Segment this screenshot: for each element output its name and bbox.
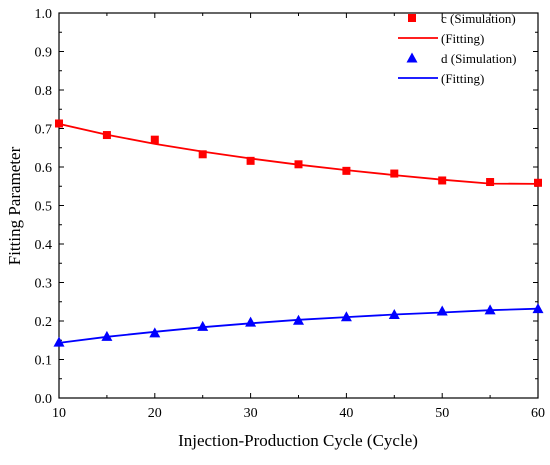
x-tick-label: 20 xyxy=(148,406,162,421)
legend-label: (Fitting) xyxy=(441,31,484,46)
y-tick-label: 0.8 xyxy=(35,84,53,99)
y-tick-label: 0.6 xyxy=(35,161,53,176)
c-simulation-point xyxy=(55,119,63,128)
x-tick-label: 50 xyxy=(435,406,449,421)
x-axis-title: Injection-Production Cycle (Cycle) xyxy=(178,431,418,450)
y-tick-label: 0.7 xyxy=(35,123,53,138)
y-tick-label: 0.5 xyxy=(35,200,53,215)
c-simulation-point xyxy=(150,135,159,144)
y-tick-label: 0.1 xyxy=(35,354,53,369)
d-simulation-point xyxy=(532,303,544,314)
c-simulation-point xyxy=(390,169,399,178)
legend-label: d (Simulation) xyxy=(441,51,516,66)
x-tick-label: 60 xyxy=(531,406,545,421)
y-tick-label: 0.9 xyxy=(35,46,53,61)
x-tick-label: 40 xyxy=(339,406,353,421)
c-simulation-point xyxy=(534,178,542,187)
red-fitting-line xyxy=(58,123,539,185)
y-tick-label: 1.0 xyxy=(35,7,53,22)
legend: c (Simulation) (Fitting) d (Simulation) (Fi… xyxy=(398,11,516,86)
d-simulation-point xyxy=(197,320,209,331)
legend-label: (Fitting) xyxy=(441,71,484,86)
y-tick-label: 0.2 xyxy=(35,315,53,330)
y-tick-label: 0.0 xyxy=(35,392,53,407)
blue-fitting-line xyxy=(58,307,539,344)
y-tick-label: 0.4 xyxy=(35,238,53,253)
legend-label: c (Simulation) xyxy=(441,11,516,26)
x-tick-label: 30 xyxy=(244,406,258,421)
d-simulation-point xyxy=(245,316,257,327)
x-tick-label: 10 xyxy=(52,406,66,421)
legend-triangle-symbol xyxy=(406,52,418,63)
y-tick-label: 0.3 xyxy=(35,277,53,292)
d-simulation-point xyxy=(436,305,448,316)
c-simulation-point xyxy=(246,156,255,165)
c-simulation-point xyxy=(486,178,495,187)
legend-square-symbol xyxy=(408,14,416,22)
c-simulation-point xyxy=(198,150,207,159)
y-axis-title: Fitting Parameter xyxy=(5,146,24,265)
d-simulation-point xyxy=(53,336,65,347)
